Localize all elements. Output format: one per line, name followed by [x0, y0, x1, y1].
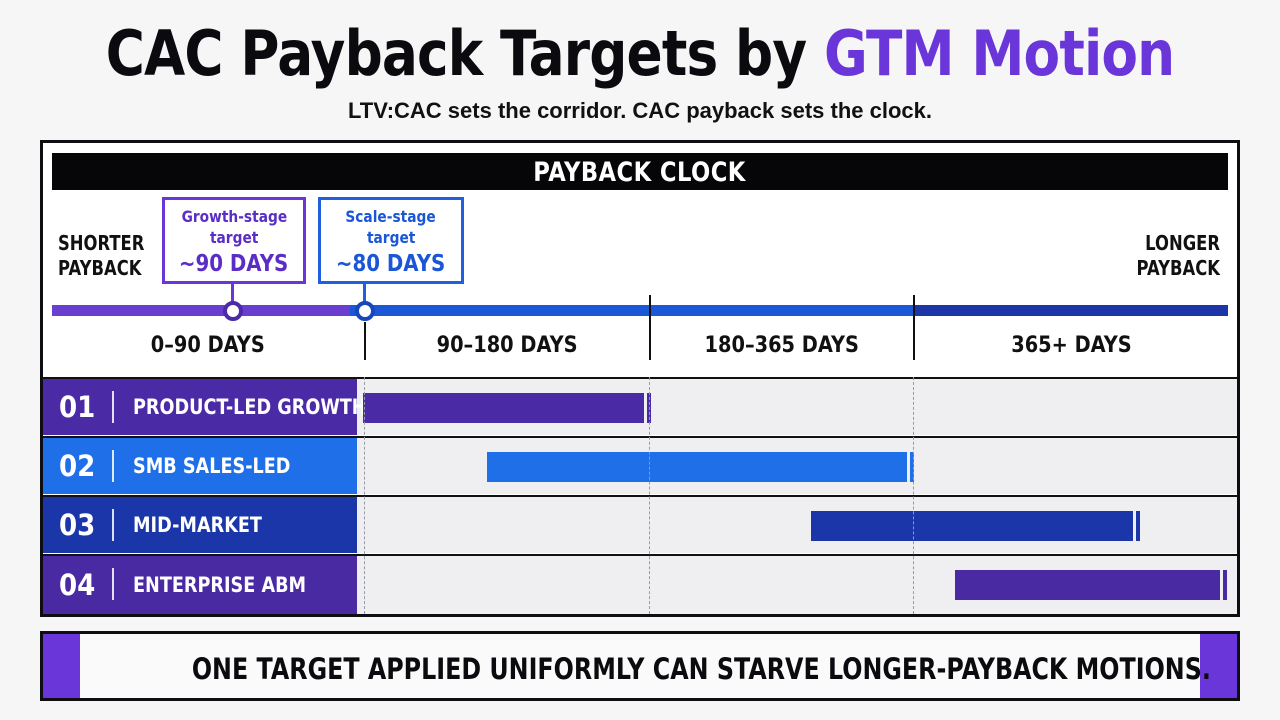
motion-name: ENTERPRISE ABM: [133, 573, 307, 597]
range-label-365-plus: 365+ DAYS: [915, 331, 1228, 361]
range-label-0-90: 0–90 DAYS: [52, 331, 364, 361]
axis-tick-365: [913, 295, 915, 360]
payback-range-bar: [363, 393, 644, 423]
takeaway-text-box: ONE TARGET APPLIED UNIFORMLY CAN STARVE …: [80, 634, 1211, 698]
axis-segment-mid: [350, 305, 916, 316]
motion-row: 04 ENTERPRISE ABM: [43, 554, 1237, 614]
growth-label-2: target: [209, 228, 259, 247]
scale-days: ~80 DAYS: [336, 251, 446, 277]
axis-segment-long: [914, 305, 1228, 316]
payback-range-cap: [910, 452, 914, 482]
motion-number: 03: [59, 508, 96, 542]
scale-label-2: target: [366, 228, 416, 247]
range-text-4: 365+ DAYS: [1011, 333, 1132, 358]
row-divider: [112, 450, 114, 482]
payback-range-cap: [1136, 511, 1140, 541]
growth-marker-stem: [231, 284, 234, 304]
motion-name: SMB SALES-LED: [133, 454, 291, 478]
axis-tick-180: [649, 295, 651, 360]
longer-line-2: PAYBACK: [1136, 256, 1220, 280]
axis-segment-short: [52, 305, 364, 316]
motion-rows: 01 PRODUCT-LED GROWTH 02 SMB SALES-LED 0…: [43, 377, 1237, 614]
motion-name: MID-MARKET: [133, 513, 262, 537]
growth-label-1: Growth-stage: [181, 207, 287, 226]
shorter-payback-label: SHORTER PAYBACK: [58, 231, 163, 281]
motion-row: 01 PRODUCT-LED GROWTH: [43, 377, 1237, 435]
motion-row-header: 02 SMB SALES-LED: [43, 438, 357, 494]
motion-row-header: 03 MID-MARKET: [43, 497, 357, 553]
guide-line-180: [649, 377, 650, 614]
shorter-line-2: PAYBACK: [58, 256, 142, 280]
guide-line-90: [364, 377, 365, 614]
range-label-90-180: 90–180 DAYS: [366, 331, 649, 361]
range-text-1: 0–90 DAYS: [150, 333, 265, 358]
growth-marker-dot: [223, 301, 243, 321]
range-text-2: 90–180 DAYS: [437, 333, 578, 358]
motion-row: 03 MID-MARKET: [43, 495, 1237, 553]
scale-marker-dot: [355, 301, 375, 321]
scale-label-1: Scale-stage: [345, 207, 437, 226]
axis-tick-90: [364, 322, 366, 360]
payback-range-bar: [811, 511, 1133, 541]
motion-row: 02 SMB SALES-LED: [43, 436, 1237, 494]
shorter-line-1: SHORTER: [58, 231, 145, 255]
range-label-180-365: 180–365 DAYS: [651, 331, 913, 361]
motion-number: 04: [59, 568, 96, 602]
row-divider: [112, 568, 114, 600]
row-divider: [112, 509, 114, 541]
clock-header: PAYBACK CLOCK: [52, 153, 1228, 190]
motion-row-header: 01 PRODUCT-LED GROWTH: [43, 379, 367, 435]
scale-marker-stem: [363, 284, 366, 304]
guide-line-365: [913, 377, 914, 614]
takeaway-text: ONE TARGET APPLIED UNIFORMLY CAN STARVE …: [191, 652, 1211, 686]
motion-name: PRODUCT-LED GROWTH: [133, 395, 367, 419]
payback-range-cap: [1223, 570, 1227, 600]
motion-number: 02: [59, 449, 96, 483]
longer-line-1: LONGER: [1145, 231, 1220, 255]
longer-payback-label: LONGER PAYBACK: [1110, 231, 1220, 281]
growth-days: ~90 DAYS: [179, 251, 289, 277]
title-main: CAC Payback Targets by: [105, 17, 807, 90]
scale-stage-target-callout: Scale-stage target ~80 DAYS: [318, 197, 464, 284]
payback-range-bar: [955, 570, 1220, 600]
growth-stage-target-callout: Growth-stage target ~90 DAYS: [162, 197, 306, 284]
motion-number: 01: [59, 390, 96, 424]
clock-header-text: PAYBACK CLOCK: [533, 157, 747, 188]
page-title: CAC Payback Targets by GTM Motion: [90, 12, 1191, 96]
range-text-3: 180–365 DAYS: [704, 333, 860, 358]
title-accent: GTM Motion: [823, 17, 1175, 90]
row-divider: [112, 391, 114, 423]
motion-row-header: 04 ENTERPRISE ABM: [43, 556, 357, 614]
takeaway-banner: ONE TARGET APPLIED UNIFORMLY CAN STARVE …: [40, 631, 1240, 701]
payback-range-bar: [487, 452, 907, 482]
page-subtitle: LTV:CAC sets the corridor. CAC payback s…: [348, 98, 932, 123]
